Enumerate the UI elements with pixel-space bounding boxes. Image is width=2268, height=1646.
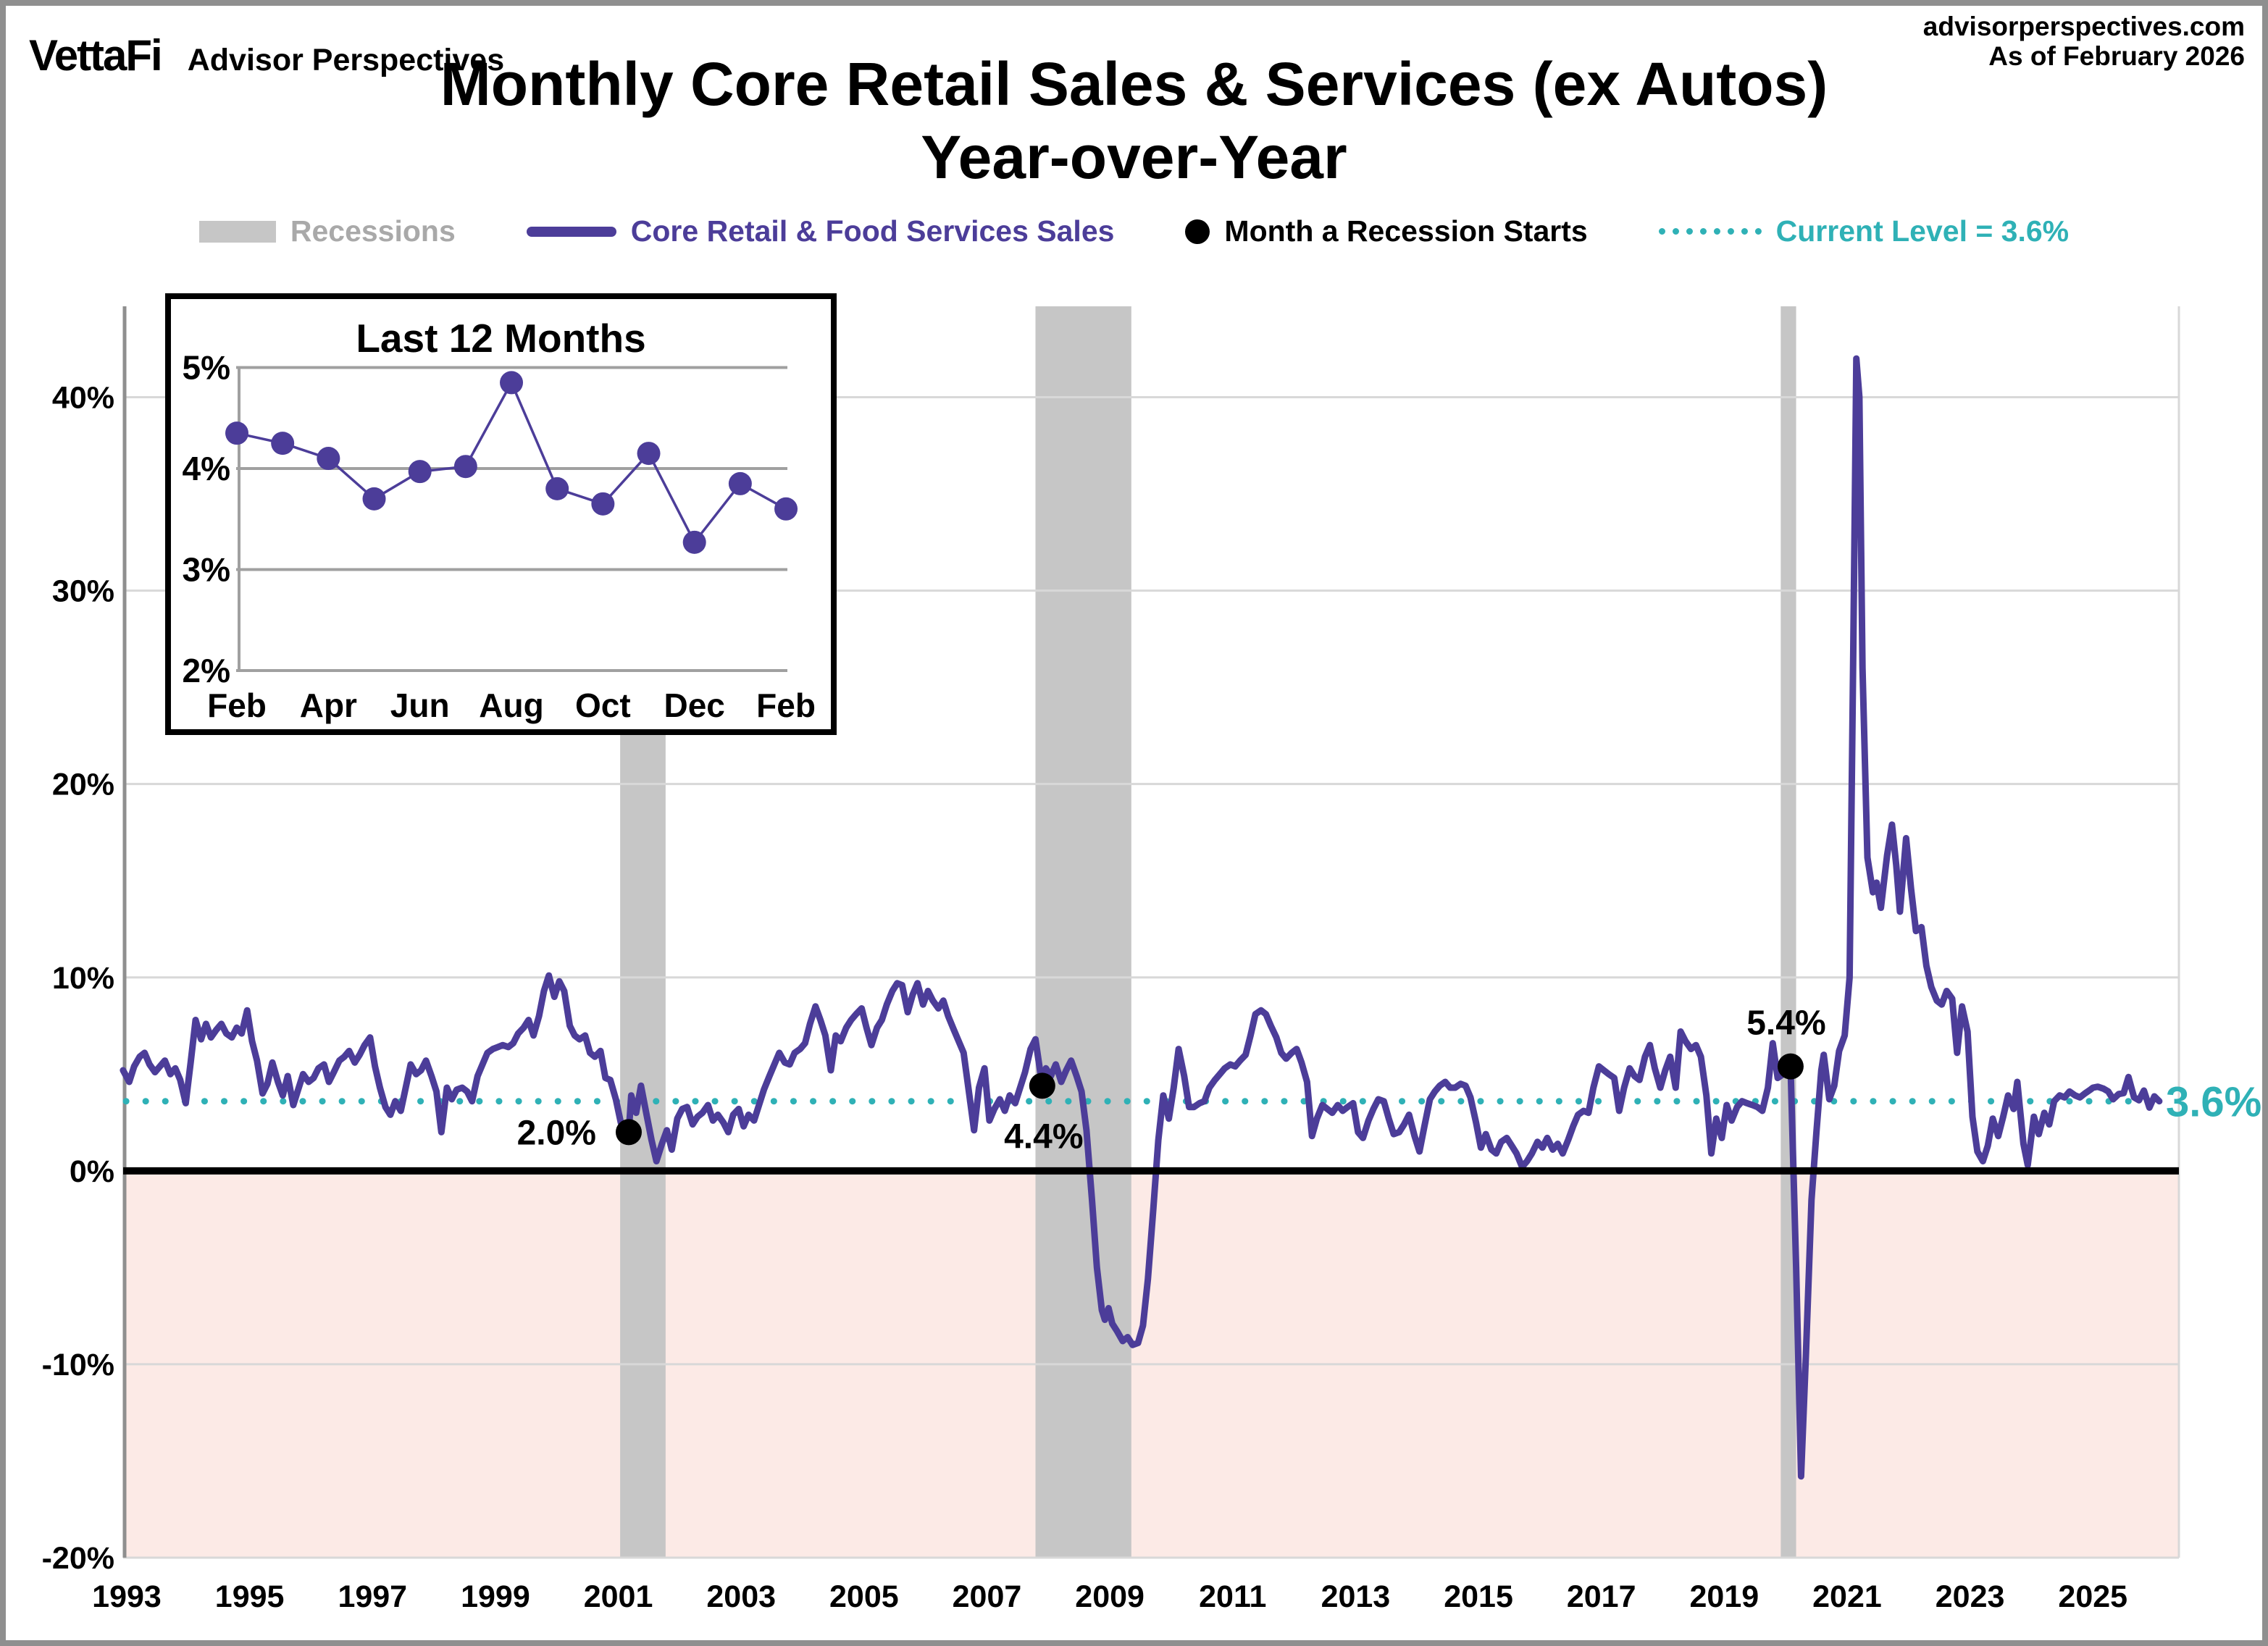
inset-x-tick-label: Oct bbox=[575, 686, 631, 724]
inset-last-12-months: 5% 4% 3% 2% Feb Apr Jun Aug Oct Dec Feb Last 12 Mo… bbox=[165, 293, 837, 735]
inset-x-tick-label: Feb bbox=[207, 686, 267, 724]
legend-item-current-level: Current Level = 3.6% bbox=[1658, 214, 2070, 248]
recession-start-dot-icon bbox=[1185, 219, 1210, 244]
legend: Recessions Core Retail & Food Services S… bbox=[0, 214, 2268, 248]
y-tick-label: 40% bbox=[52, 381, 114, 416]
x-tick-label: 2009 bbox=[1075, 1579, 1145, 1614]
inset-title: Last 12 Months bbox=[356, 316, 646, 361]
x-tick-label: 1997 bbox=[338, 1579, 407, 1614]
inset-x-tick-label: Jun bbox=[390, 686, 450, 724]
y-tick-label: -20% bbox=[42, 1541, 114, 1576]
x-tick-label: 2013 bbox=[1321, 1579, 1391, 1614]
inset-data-point bbox=[545, 476, 569, 500]
x-tick-label: 2019 bbox=[1689, 1579, 1759, 1614]
y-tick-label: 20% bbox=[52, 768, 114, 802]
legend-label-series: Core Retail & Food Services Sales bbox=[630, 214, 1115, 248]
legend-label-current-level: Current Level = 3.6% bbox=[1775, 214, 2070, 248]
x-tick-label: 2015 bbox=[1444, 1579, 1513, 1614]
y-tick-label: 30% bbox=[52, 574, 114, 609]
inset-x-tick-label: Apr bbox=[300, 686, 357, 724]
inset-data-point bbox=[317, 447, 340, 471]
inset-x-tick-label: Feb bbox=[756, 686, 816, 724]
inset-chart: 5%4%3%2%Feb Apr Jun Aug Oct Dec Feb bbox=[183, 349, 816, 725]
inset-data-point bbox=[774, 497, 798, 521]
title-line-2: Year-over-Year bbox=[921, 123, 1347, 191]
recession-start-dot bbox=[615, 1119, 642, 1146]
series-line-swatch bbox=[526, 226, 616, 237]
x-tick-label: 2021 bbox=[1812, 1579, 1882, 1614]
recession-start-label: 4.4% bbox=[1004, 1117, 1083, 1156]
brand-name: Advisor Perspectives bbox=[187, 43, 505, 77]
y-tick-label: 10% bbox=[52, 961, 114, 996]
inset-data-point bbox=[591, 492, 615, 516]
x-tick-label: 2001 bbox=[584, 1579, 653, 1614]
x-tick-label: 2023 bbox=[1936, 1579, 2005, 1614]
inset-data-point bbox=[225, 421, 248, 445]
y-tick-label: 0% bbox=[70, 1154, 114, 1189]
inset-data-point bbox=[500, 371, 524, 395]
recession-start-label: 5.4% bbox=[1746, 1004, 1825, 1043]
legend-item-series: Core Retail & Food Services Sales bbox=[526, 214, 1115, 248]
legend-label-recessions: Recessions bbox=[290, 214, 456, 248]
x-tick-label: 2011 bbox=[1199, 1579, 1266, 1614]
header-right: advisorperspectives.com As of February 2… bbox=[1923, 12, 2245, 71]
series-line bbox=[120, 355, 2163, 1480]
x-tick-label: 2005 bbox=[829, 1579, 899, 1614]
inset-data-point bbox=[271, 432, 295, 455]
x-tick-label: 1993 bbox=[92, 1579, 162, 1614]
inset-y-tick-label: 5% bbox=[183, 349, 230, 387]
inset-data-point bbox=[728, 471, 752, 495]
legend-label-recession-start: Month a Recession Starts bbox=[1224, 214, 1588, 248]
page-title: Monthly Core Retail Sales & Services (ex… bbox=[0, 48, 2268, 194]
x-tick-label: 2003 bbox=[706, 1579, 776, 1614]
legend-item-recession-start: Month a Recession Starts bbox=[1185, 214, 1588, 248]
inset-x-tick-label: Dec bbox=[664, 686, 725, 724]
inset-y-tick-label: 2% bbox=[183, 652, 230, 689]
inset-data-point bbox=[682, 530, 706, 554]
recession-start-label: 2.0% bbox=[517, 1114, 596, 1152]
recession-swatch bbox=[198, 220, 276, 243]
recession-start-dot bbox=[1777, 1053, 1804, 1080]
as-of-date: As of February 2026 bbox=[1988, 41, 2245, 71]
inset-y-tick-label: 4% bbox=[183, 450, 230, 487]
x-tick-label: 1999 bbox=[461, 1579, 530, 1614]
x-tick-label: 2025 bbox=[2058, 1579, 2127, 1614]
x-tick-label: 2017 bbox=[1567, 1579, 1636, 1614]
x-tick-label: 2007 bbox=[953, 1579, 1022, 1614]
site-url: advisorperspectives.com bbox=[1922, 12, 2245, 41]
vettafi-logo: VettaFi bbox=[29, 31, 163, 80]
recession-band bbox=[1780, 306, 1796, 1558]
y-tick-label: -10% bbox=[42, 1348, 114, 1382]
x-tick-label: 1995 bbox=[215, 1579, 285, 1614]
current-level-dotted-icon bbox=[1658, 228, 1762, 235]
title-line-1: Monthly Core Retail Sales & Services (ex… bbox=[440, 50, 1828, 118]
legend-item-recessions: Recessions bbox=[198, 214, 456, 248]
current-level-label: 3.6% bbox=[2166, 1079, 2261, 1126]
header-left: VettaFi Advisor Perspectives bbox=[29, 30, 504, 80]
inset-data-point bbox=[637, 442, 661, 466]
inset-y-tick-label: 3% bbox=[183, 551, 230, 589]
recession-band bbox=[1035, 306, 1131, 1558]
inset-data-point bbox=[453, 455, 477, 479]
inset-data-point bbox=[408, 460, 432, 484]
inset-data-point bbox=[362, 487, 386, 511]
recession-start-dot bbox=[1029, 1072, 1055, 1099]
inset-x-tick-label: Aug bbox=[479, 686, 543, 724]
